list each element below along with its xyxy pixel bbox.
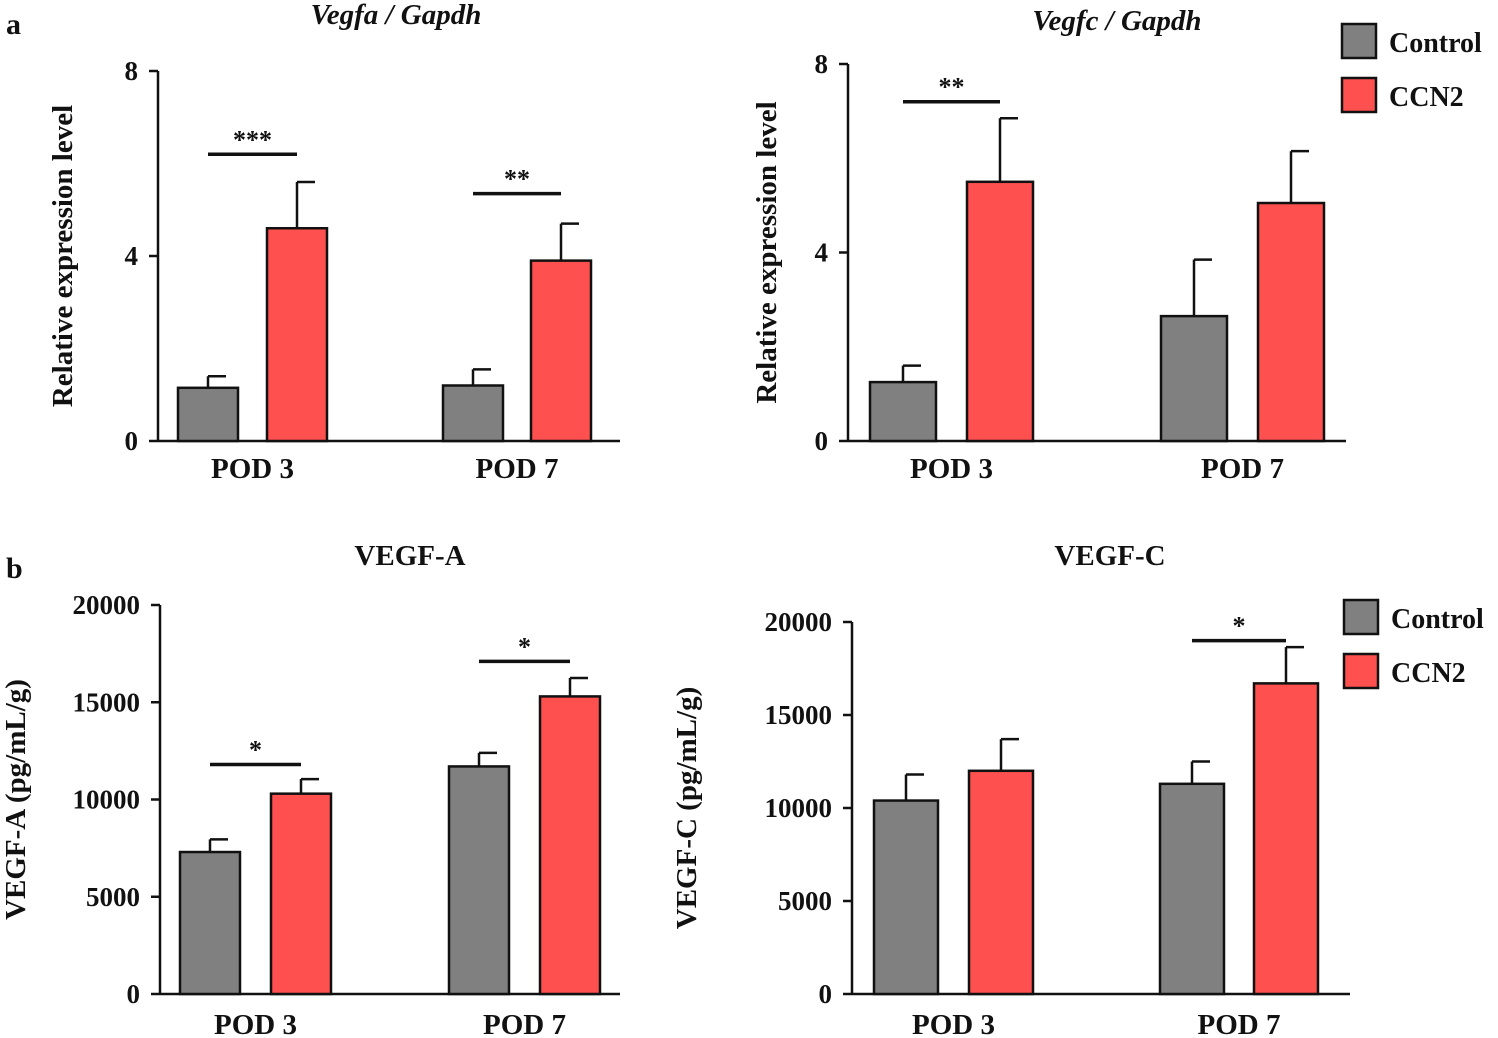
bar-control-pod-3 — [176, 386, 240, 443]
y-axis-label: VEGF-C (pg/mL/g) — [671, 687, 703, 929]
y-axis-label: VEGF-A (pg/mL/g) — [0, 679, 32, 920]
bar-ccn2-pod-7 — [538, 695, 602, 996]
bar-ccn2-pod-3 — [965, 180, 1035, 443]
legend-bottom-control-swatch — [1342, 598, 1380, 636]
y-tick-label: 15000 — [765, 700, 833, 730]
y-tick-label: 0 — [127, 979, 141, 1009]
legend-top-control-label: Control — [1389, 28, 1482, 59]
chart-title: VEGF-C — [1054, 540, 1165, 572]
y-tick-label: 8 — [815, 49, 829, 79]
chart-title: VEGF-A — [354, 540, 465, 572]
x-tick-label: POD 3 — [910, 453, 993, 485]
y-tick-label: 10000 — [73, 785, 141, 815]
bar-control-pod-7 — [1159, 314, 1229, 443]
bar-ccn2-pod-7 — [529, 259, 593, 443]
y-tick-label: 0 — [815, 426, 829, 456]
bar-control-pod-3 — [178, 850, 242, 996]
x-tick-label: POD 7 — [1201, 453, 1284, 485]
y-tick-label: 4 — [125, 241, 139, 271]
chart-title: Vegfa / Gapdh — [311, 0, 482, 31]
x-tick-label: POD 3 — [214, 1009, 297, 1038]
y-tick-label: 10000 — [765, 793, 833, 823]
x-tick-label: POD 7 — [483, 1009, 566, 1038]
bar-control-pod-3 — [872, 799, 940, 996]
bar-control-pod-3 — [868, 380, 938, 443]
chart-vegf-a: VEGF-A VEGF-A (pg/mL/g) 0 5000 10000 15000 200… — [0, 540, 620, 1038]
y-tick-label: 15000 — [73, 687, 141, 717]
y-tick-label: 4 — [815, 238, 829, 268]
significance-marker-pod-7: ** — [504, 165, 530, 194]
significance-marker-pod-3: ** — [939, 73, 965, 102]
significance-marker-pod-3: * — [249, 735, 262, 764]
legend-top: Control CCN2 — [1340, 22, 1482, 114]
y-tick-label: 20000 — [765, 607, 833, 637]
x-tick-label: POD 3 — [211, 453, 294, 485]
y-axis-label: Relative expression level — [47, 105, 79, 407]
significance-marker-pod-7: * — [518, 632, 531, 661]
chart-vegfa-gapdh: Vegfa / Gapdh Relative expression level 0 4… — [47, 0, 620, 485]
legend-bottom-ccn2-swatch — [1342, 652, 1380, 690]
chart-vegfc-gapdh: Vegfc / Gapdh Relative expression level 0 4… — [751, 5, 1346, 485]
y-tick-label: 5000 — [778, 886, 832, 916]
legend-top-ccn2-label: CCN2 — [1389, 82, 1464, 113]
bar-control-pod-7 — [1158, 782, 1226, 996]
y-tick-label: 0 — [125, 426, 139, 456]
x-tick-label: POD 3 — [912, 1009, 995, 1038]
legend-top-control-swatch — [1340, 22, 1378, 60]
legend-bottom-ccn2-label: CCN2 — [1391, 658, 1466, 689]
bar-ccn2-pod-7 — [1256, 201, 1326, 443]
significance-marker-pod-3: *** — [233, 125, 272, 154]
significance-marker-pod-7: * — [1233, 612, 1246, 641]
bar-control-pod-7 — [441, 384, 505, 443]
x-tick-label: POD 7 — [476, 453, 559, 485]
y-tick-label: 20000 — [73, 590, 141, 620]
panel-letter-b: b — [6, 552, 23, 585]
y-tick-label: 8 — [125, 56, 139, 86]
bar-ccn2-pod-3 — [269, 792, 333, 996]
y-tick-label: 5000 — [86, 882, 140, 912]
bar-control-pod-7 — [447, 765, 511, 996]
x-tick-label: POD 7 — [1198, 1009, 1281, 1038]
legend-bottom-control-label: Control — [1391, 604, 1484, 635]
bar-ccn2-pod-7 — [1252, 682, 1320, 996]
legend-bottom: Control CCN2 — [1342, 598, 1484, 690]
bar-ccn2-pod-3 — [265, 227, 329, 443]
legend-top-ccn2-swatch — [1340, 76, 1378, 114]
y-axis-label: Relative expression level — [751, 101, 783, 403]
panel-letter-a: a — [6, 8, 21, 41]
chart-vegf-c: VEGF-C VEGF-C (pg/mL/g) 0 5000 10000 15000 200… — [671, 540, 1350, 1038]
bar-ccn2-pod-3 — [967, 769, 1035, 996]
y-tick-label: 0 — [819, 979, 833, 1009]
chart-title: Vegfc / Gapdh — [1032, 5, 1201, 37]
